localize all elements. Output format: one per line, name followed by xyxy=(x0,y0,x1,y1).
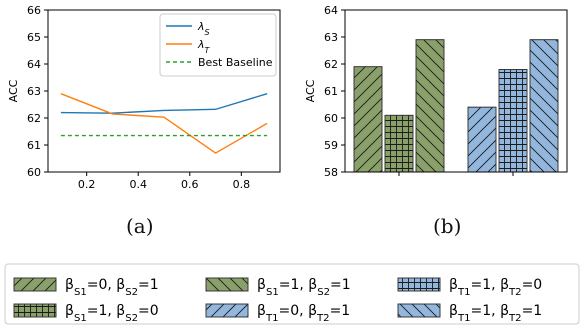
series-line xyxy=(60,93,268,154)
panel-label-a: (a) xyxy=(126,214,154,238)
bar-hatch xyxy=(498,69,528,173)
legend-label: βT1=0, βT2=1 xyxy=(257,303,350,324)
x-tick-label: 0.4 xyxy=(129,178,147,191)
legend-label: βT1=1, βT2=1 xyxy=(449,303,542,324)
axis-ticks: 58 59 60 61 62 63 64 xyxy=(324,4,514,179)
y-tick-label: 60 xyxy=(324,112,338,125)
y-axis-label: ACC xyxy=(7,79,20,102)
bar-hatch xyxy=(529,39,559,173)
legend-label: βS1=0, βS2=1 xyxy=(65,277,159,298)
y-tick-label: 61 xyxy=(27,139,41,152)
legend-swatch-hatch xyxy=(397,277,441,292)
bar-legend: βS1=0, βS2=1 βS1=1, βS2=1 βT1=1, βT2=0 βS1=… xyxy=(4,263,580,325)
series-line xyxy=(60,93,268,114)
y-tick-label: 62 xyxy=(324,58,338,71)
y-tick-label: 64 xyxy=(27,58,41,71)
bar-hatch xyxy=(384,114,414,173)
legend-swatch-hatch xyxy=(397,303,441,318)
line-chart-panel: 60 61 62 63 64 65 66 0.2 0.4 0.6 0.8 ACC λSλTBest … xyxy=(7,4,281,191)
legend-swatch-hatch xyxy=(205,303,249,318)
x-tick-label: 0.8 xyxy=(233,178,251,191)
legend-swatch-hatch xyxy=(205,277,249,292)
y-tick-label: 65 xyxy=(27,31,41,44)
legend-label: λS xyxy=(197,20,210,37)
y-tick-label: 61 xyxy=(324,85,338,98)
panel-label-b: (b) xyxy=(433,214,462,238)
bar-group xyxy=(353,39,559,173)
y-tick-label: 64 xyxy=(324,4,338,17)
legend-label: βS1=1, βS2=0 xyxy=(65,303,159,324)
y-tick-label: 63 xyxy=(324,31,338,44)
bar-hatch xyxy=(415,39,445,173)
line-series-group xyxy=(60,93,268,154)
legend-swatch-hatch xyxy=(13,277,57,292)
x-tick-label: 0.2 xyxy=(78,178,96,191)
legend-label: βS1=1, βS2=1 xyxy=(257,277,351,298)
axis-ticks: 60 61 62 63 64 65 66 0.2 0.4 0.6 0.8 xyxy=(27,4,250,191)
x-tick-label: 0.6 xyxy=(181,178,199,191)
legend-label: λT xyxy=(197,38,211,55)
y-tick-label: 58 xyxy=(324,166,338,179)
y-tick-label: 66 xyxy=(27,4,41,17)
legend-label: βT1=1, βT2=0 xyxy=(449,277,542,298)
y-tick-label: 63 xyxy=(27,85,41,98)
bar-hatch xyxy=(353,66,383,173)
bar-hatch xyxy=(467,106,497,173)
y-tick-label: 59 xyxy=(324,139,338,152)
legend-swatch-hatch xyxy=(13,303,57,318)
legend-label: Best Baseline xyxy=(198,56,273,69)
y-tick-label: 62 xyxy=(27,112,41,125)
bar-chart-panel: 58 59 60 61 62 63 64 ACC xyxy=(304,4,568,179)
y-axis-label: ACC xyxy=(304,79,317,102)
y-tick-label: 60 xyxy=(27,166,41,179)
